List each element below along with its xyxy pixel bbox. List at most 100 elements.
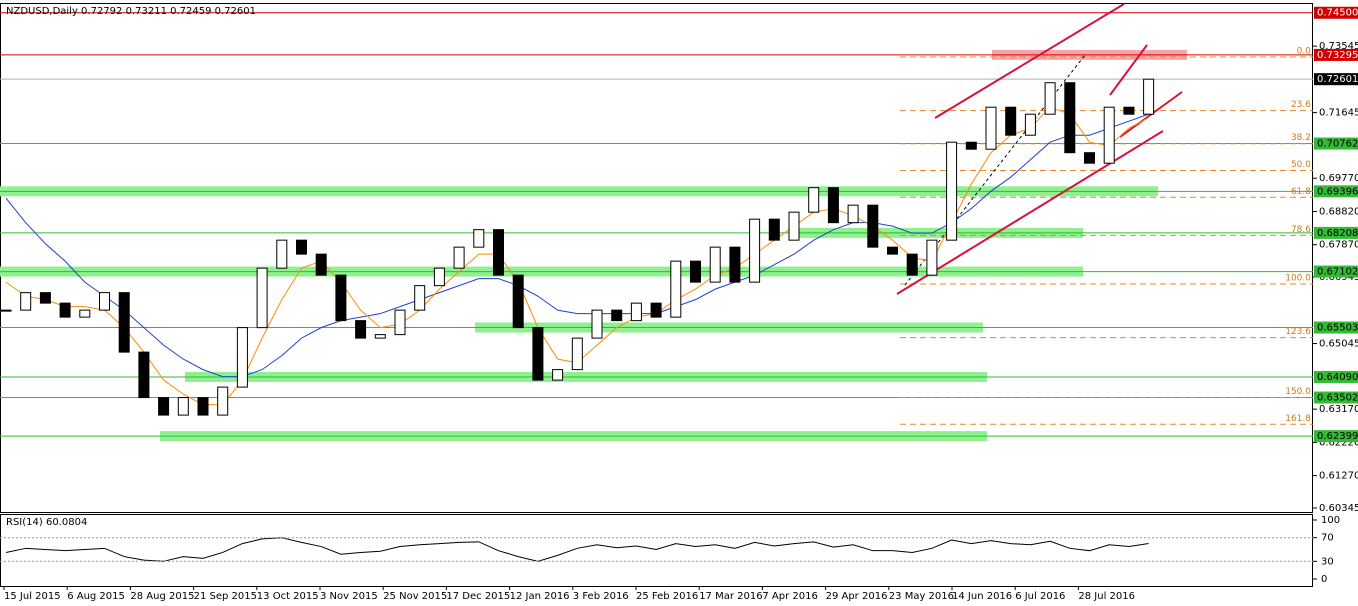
candle — [355, 320, 367, 339]
candle — [749, 218, 761, 283]
fib-label: 78.6 — [1291, 225, 1311, 235]
candle — [985, 106, 997, 150]
y-tick-label: 0.63170 — [1319, 404, 1358, 415]
level-label: 0.65503 — [1317, 323, 1358, 334]
candle — [1005, 106, 1017, 136]
candle — [1044, 82, 1056, 115]
x-tick-label: 6 Jul 2016 — [1015, 591, 1065, 602]
candle — [532, 327, 544, 381]
level-label: 0.72601 — [1317, 74, 1358, 85]
candle — [20, 292, 32, 311]
rsi-tick-label: 0 — [1321, 574, 1327, 585]
level-label: 0.73295 — [1317, 50, 1358, 61]
candle — [827, 187, 839, 224]
rsi-panel — [0, 514, 1313, 587]
candle — [650, 302, 662, 318]
candle — [571, 337, 583, 371]
main-panel — [0, 3, 1313, 513]
x-tick-label: 28 Jul 2016 — [1078, 591, 1135, 602]
candle — [0, 309, 12, 312]
candle — [79, 309, 91, 318]
fib-label: 23.6 — [1291, 100, 1311, 110]
moving-average — [5, 113, 1149, 378]
candle — [414, 285, 426, 311]
candle — [887, 246, 898, 255]
candle — [1064, 82, 1076, 154]
y-tick-label: 0.71645 — [1319, 108, 1358, 119]
fib-label: 0.0 — [1297, 47, 1312, 57]
candle — [670, 260, 682, 318]
level-tag — [1314, 265, 1358, 278]
candle — [39, 292, 51, 304]
level-tag — [1314, 185, 1358, 198]
candle — [552, 369, 564, 381]
candle — [512, 274, 524, 329]
x-tick-label: 13 Oct 2015 — [257, 591, 319, 602]
fib-label: 38.2 — [1291, 133, 1311, 143]
fib-label: 50.0 — [1291, 160, 1311, 170]
candle — [1123, 106, 1135, 115]
candle — [453, 246, 465, 269]
candle — [138, 351, 150, 399]
candle — [768, 218, 780, 241]
candle — [177, 397, 189, 416]
candle — [630, 302, 642, 322]
y-tick-label: 0.73545 — [1319, 41, 1358, 52]
candle — [394, 309, 406, 336]
candle — [217, 386, 229, 416]
candle — [690, 260, 701, 283]
candle — [236, 327, 248, 388]
level-tag — [1314, 226, 1358, 239]
candle — [433, 267, 445, 287]
y-tick-label: 0.65045 — [1319, 339, 1358, 350]
y-tick-label: 0.60345 — [1319, 503, 1358, 514]
candle — [709, 246, 721, 283]
candle — [788, 211, 800, 241]
fibonacci: 0.0 23.6 38.2 50.0 61.8 78.6 100.0 123.6 150.0 16… — [900, 47, 1313, 425]
candle — [926, 239, 938, 276]
fib-label: 150.0 — [1285, 387, 1311, 397]
level-tag — [1314, 137, 1358, 150]
x-tick-label: 17 Dec 2015 — [446, 591, 510, 602]
price-data — [0, 78, 1155, 562]
fib-label: 61.8 — [1291, 187, 1311, 197]
candle — [946, 141, 958, 241]
level-label: 0.62399 — [1317, 431, 1358, 442]
x-tick-label: 17 Mar 2016 — [699, 591, 762, 602]
candle — [906, 253, 918, 276]
rsi-tick-label: 100 — [1321, 515, 1340, 526]
x-tick-label: 3 Nov 2015 — [320, 591, 378, 602]
candle — [867, 204, 879, 248]
candle — [315, 253, 327, 276]
rsi-tick-label: 30 — [1321, 556, 1334, 567]
x-tick-label: 12 Jan 2016 — [510, 591, 570, 602]
candle — [591, 309, 603, 339]
x-tick-label: 28 Aug 2015 — [130, 591, 194, 602]
candle — [1103, 106, 1115, 164]
rsi-tick-label: 70 — [1321, 533, 1334, 544]
y-tick-label: 0.62220 — [1319, 437, 1358, 448]
channel-upper — [934, 3, 1125, 119]
candle — [118, 292, 130, 353]
level-tag — [1314, 321, 1358, 334]
fib-label: 123.6 — [1285, 327, 1311, 337]
axes: 0.735450.716450.697700.688200.678700.669… — [0, 6, 1358, 602]
level-tag — [1314, 391, 1358, 404]
level-label: 0.63502 — [1317, 393, 1358, 404]
candle — [1143, 78, 1155, 115]
x-tick-label: 3 Feb 2016 — [573, 591, 629, 602]
candle — [99, 292, 110, 311]
fib-label: 100.0 — [1285, 274, 1311, 284]
candle — [276, 239, 288, 269]
x-tick-label: 25 Feb 2016 — [636, 591, 698, 602]
candle — [847, 204, 859, 224]
chart-title: NZDUSD,Daily 0.72792 0.73211 0.72459 0.7… — [6, 6, 256, 17]
y-tick-label: 0.68820 — [1319, 206, 1358, 217]
candle — [256, 267, 268, 329]
candle — [493, 229, 504, 276]
x-tick-label: 29 Apr 2016 — [826, 591, 888, 602]
x-tick-label: 14 Jun 2016 — [952, 591, 1012, 602]
candle — [59, 302, 71, 318]
x-tick-label: 21 Sep 2015 — [194, 591, 257, 602]
level-label: 0.74500 — [1317, 8, 1358, 19]
